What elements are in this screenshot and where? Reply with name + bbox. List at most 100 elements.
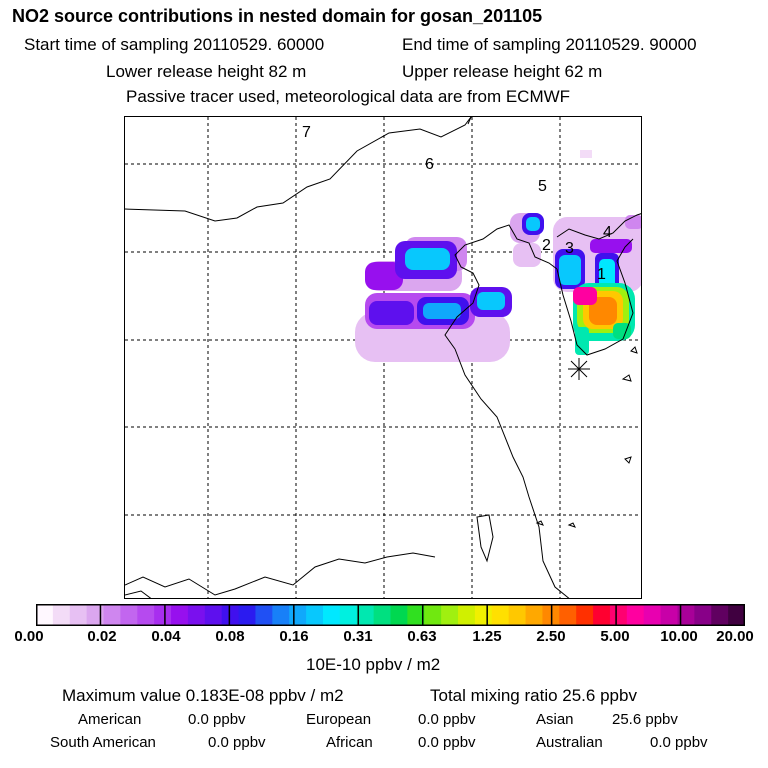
colorbar-swatch <box>356 604 375 626</box>
colorbar-swatch <box>390 604 408 626</box>
colorbar-swatch <box>728 604 745 626</box>
border-line <box>556 213 641 240</box>
colorbar-tick-label: 20.00 <box>716 628 754 645</box>
plume-cell <box>580 150 592 158</box>
region-african-value: 0.0 ppbv <box>418 734 476 751</box>
colorbar-swatch <box>154 604 172 626</box>
plume-cell <box>369 301 414 325</box>
colorbar-tick-label: 0.16 <box>279 628 309 645</box>
map-svg: 7 6 5 4 3 2 1 <box>125 117 641 598</box>
tracer-info-label: Passive tracer used, meteorological data… <box>126 87 571 106</box>
colorbar-swatch <box>593 604 611 626</box>
colorbar-tick-label: 5.00 <box>600 628 630 645</box>
colorbar-swatch <box>626 604 645 626</box>
trajectory-label-6: 6 <box>425 156 434 173</box>
colorbar-swatch <box>339 604 358 626</box>
island <box>621 374 632 382</box>
start-time-label: Start time of sampling 20110529. 60000 <box>24 35 325 54</box>
border-line <box>125 590 152 598</box>
colorbar-tick-label: 0.00 <box>14 628 44 645</box>
colorbar-swatch <box>643 604 662 626</box>
colorbar-unit-label: 10E-10 ppbv / m2 <box>306 655 441 674</box>
colorbar-tick-label: 2.50 <box>536 628 566 645</box>
border-line <box>125 552 436 596</box>
plume-cell <box>590 239 632 253</box>
colorbar-swatch <box>576 604 594 626</box>
region-south-american-label: South American <box>50 734 156 751</box>
colorbar-swatch <box>508 604 527 626</box>
colorbar-swatch <box>52 604 71 626</box>
island <box>535 520 544 526</box>
colorbar-swatch <box>660 604 679 626</box>
colorbar-swatch <box>525 604 544 626</box>
map-panel: 7 6 5 4 3 2 1 <box>124 116 642 599</box>
lower-release-height-label: Lower release height 82 m <box>106 62 307 81</box>
colorbar-swatch <box>272 604 290 626</box>
colorbar-swatch <box>86 604 105 626</box>
upper-release-height-label: Upper release height 62 m <box>402 62 603 81</box>
colorbar <box>36 604 745 626</box>
colorbar-tick-label: 0.04 <box>151 628 181 645</box>
colorbar-swatch <box>238 604 257 626</box>
colorbar-swatch <box>69 604 88 626</box>
trajectory-label-7: 7 <box>302 124 311 141</box>
coastline <box>556 238 634 356</box>
region-australian-value: 0.0 ppbv <box>650 734 708 751</box>
plume-cell <box>405 248 450 270</box>
colorbar-swatch <box>137 604 155 626</box>
receptor-marker <box>568 358 590 380</box>
trajectory-label-2: 2 <box>542 237 551 254</box>
plume-cell <box>477 292 505 310</box>
coastlines <box>125 117 641 598</box>
island-taiwan <box>476 514 494 563</box>
colorbar-swatch <box>407 604 425 626</box>
island <box>630 346 638 354</box>
region-australian-label: Australian <box>536 734 603 751</box>
colorbar-swatch <box>306 604 324 626</box>
colorbar-swatch <box>120 604 138 626</box>
region-american-value: 0.0 ppbv <box>188 711 246 728</box>
colorbar-swatch <box>711 604 729 626</box>
colorbar-swatch <box>255 604 273 626</box>
region-asian-value: 25.6 ppbv <box>612 711 678 728</box>
plume-cell <box>575 327 589 355</box>
colorbar-swatch <box>609 604 628 626</box>
maximum-value-label: Maximum value 0.183E-08 ppbv / m2 <box>62 686 344 705</box>
plume-cell <box>526 217 540 231</box>
colorbar-swatch <box>441 604 459 626</box>
region-south-american-value: 0.0 ppbv <box>208 734 266 751</box>
trajectory-label-4: 4 <box>603 224 612 241</box>
plume-cell <box>365 262 403 290</box>
colorbar-tick-label: 0.31 <box>343 628 373 645</box>
region-european-label: European <box>306 711 372 728</box>
colorbar-swatch <box>677 604 695 626</box>
colorbar-swatch <box>474 604 493 626</box>
colorbar-swatch <box>171 604 189 626</box>
plume-cell <box>559 255 581 285</box>
colorbar-swatch <box>424 604 442 626</box>
region-european-value: 0.0 ppbv <box>418 711 476 728</box>
border-line <box>125 117 472 222</box>
colorbar-swatch <box>694 604 712 626</box>
colorbar-tick-label: 0.63 <box>407 628 437 645</box>
trajectory-label-1: 1 <box>597 266 606 283</box>
colorbar-swatch <box>322 604 341 626</box>
trajectory-label-3: 3 <box>565 240 574 257</box>
plume-cell <box>573 287 597 305</box>
island <box>567 522 576 528</box>
trajectory-label-5: 5 <box>538 178 547 195</box>
colorbar-swatch <box>289 604 307 626</box>
region-african-label: African <box>326 734 373 751</box>
total-mixing-ratio-label: Total mixing ratio 25.6 ppbv <box>430 686 637 705</box>
coastline <box>444 224 558 350</box>
colorbar-tick-label: 10.00 <box>660 628 698 645</box>
region-american-label: American <box>78 711 142 728</box>
plume-cell <box>513 243 541 267</box>
colorbar-tick-label: 0.08 <box>215 628 245 645</box>
plume-layer <box>355 150 641 362</box>
chart-title: NO2 source contributions in nested domai… <box>12 6 543 26</box>
colorbar-swatch <box>373 604 392 626</box>
colorbar-tick-label: 0.02 <box>87 628 117 645</box>
colorbar-swatch <box>559 604 577 626</box>
colorbar-swatch <box>103 604 121 626</box>
